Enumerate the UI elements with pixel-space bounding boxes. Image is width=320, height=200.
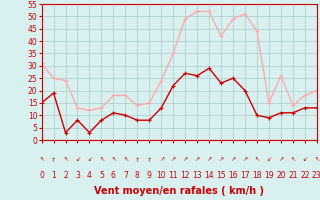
Text: 9: 9 [147, 171, 152, 180]
Text: ↑: ↑ [147, 158, 152, 162]
Text: ↗: ↗ [230, 158, 236, 162]
Text: 16: 16 [228, 171, 238, 180]
Text: 23: 23 [312, 171, 320, 180]
Text: ↙: ↙ [75, 158, 80, 162]
Text: ↖: ↖ [99, 158, 104, 162]
Text: ↙: ↙ [266, 158, 272, 162]
Text: 22: 22 [300, 171, 309, 180]
Text: ↙: ↙ [87, 158, 92, 162]
Text: 15: 15 [216, 171, 226, 180]
Text: 0: 0 [39, 171, 44, 180]
Text: 11: 11 [168, 171, 178, 180]
Text: ↗: ↗ [159, 158, 164, 162]
Text: 7: 7 [123, 171, 128, 180]
Text: 17: 17 [240, 171, 250, 180]
Text: ↗: ↗ [219, 158, 224, 162]
Text: ↖: ↖ [111, 158, 116, 162]
Text: ↗: ↗ [242, 158, 248, 162]
Text: 20: 20 [276, 171, 286, 180]
Text: 21: 21 [288, 171, 298, 180]
Text: 5: 5 [99, 171, 104, 180]
Text: ↖: ↖ [254, 158, 260, 162]
Text: ↑: ↑ [51, 158, 56, 162]
Text: ↖: ↖ [39, 158, 44, 162]
Text: 18: 18 [252, 171, 262, 180]
Text: ↖: ↖ [290, 158, 295, 162]
Text: ↑: ↑ [135, 158, 140, 162]
Text: ↗: ↗ [171, 158, 176, 162]
Text: 14: 14 [204, 171, 214, 180]
Text: ↖: ↖ [314, 158, 319, 162]
Text: ↗: ↗ [195, 158, 200, 162]
Text: 1: 1 [51, 171, 56, 180]
Text: ↗: ↗ [182, 158, 188, 162]
Text: ↖: ↖ [123, 158, 128, 162]
Text: ↖: ↖ [63, 158, 68, 162]
Text: Vent moyen/en rafales ( km/h ): Vent moyen/en rafales ( km/h ) [94, 186, 264, 196]
Text: 19: 19 [264, 171, 274, 180]
Text: 13: 13 [192, 171, 202, 180]
Text: ↗: ↗ [206, 158, 212, 162]
Text: 10: 10 [156, 171, 166, 180]
Text: 4: 4 [87, 171, 92, 180]
Text: 3: 3 [75, 171, 80, 180]
Text: ↙: ↙ [302, 158, 308, 162]
Text: 2: 2 [63, 171, 68, 180]
Text: ↗: ↗ [278, 158, 284, 162]
Text: 8: 8 [135, 171, 140, 180]
Text: 12: 12 [180, 171, 190, 180]
Text: 6: 6 [111, 171, 116, 180]
